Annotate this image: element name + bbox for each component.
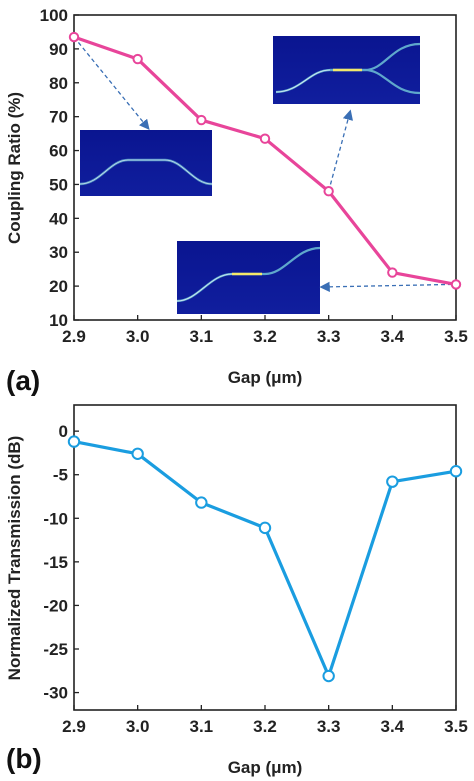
panel-b: 2.9 3.0 3.1 3.2 3.3 3.4 3.50-5-10-15-20-25-30 …: [5, 404, 468, 777]
data-point: [387, 267, 398, 278]
ticks-b: 2.9 3.0 3.1 3.2 3.3 3.4 3.5 0 -5 -10 -15 -20 -25 -30: [43, 422, 467, 736]
data-point: [386, 475, 399, 488]
y-tick-label: 80: [49, 74, 68, 93]
x-tick-label: 3.0: [126, 327, 150, 346]
data-point: [67, 435, 81, 448]
y-tick-label: 50: [49, 175, 68, 194]
x-tick-label: 3.5: [444, 327, 468, 346]
x-tick-label: 2.9: [62, 717, 86, 736]
data-point: [258, 521, 272, 535]
y-tick-label: -30: [43, 684, 68, 703]
x-tick-label: 3.4: [381, 327, 405, 346]
y-tick-label: 90: [49, 40, 68, 59]
inset-pointer-arrow: [319, 281, 453, 293]
series-line: [73, 440, 457, 678]
ticks-a: 2.9 3.0 3.1 3.2 3.3 3.4 3.5 10 20 30 40 50 60 70 80 90 1…: [40, 6, 468, 346]
y-tick-label: -15: [43, 553, 68, 572]
y-tick-label: 70: [49, 108, 68, 127]
x-tick-label: 3.5: [444, 717, 468, 736]
y-tick-label: 60: [49, 142, 68, 161]
x-tick-label: 3.1: [190, 327, 214, 346]
inset-arrows-a: [73, 36, 453, 293]
x-tick-label: 3.2: [253, 717, 277, 736]
panel-label-a: (a): [6, 365, 40, 396]
y-tick-label: -25: [43, 640, 68, 659]
x-tick-label: 3.2: [253, 327, 277, 346]
inset-pointer-arrow: [73, 36, 150, 131]
x-axis-label-a: Gap (μm): [228, 368, 303, 387]
data-point: [132, 53, 143, 65]
y-tick-label: 40: [49, 209, 68, 228]
x-axis-label-b: Gap (μm): [228, 758, 303, 777]
data-point: [450, 279, 462, 290]
y-tick-label: -10: [43, 509, 68, 528]
data-point: [322, 669, 335, 683]
x-tick-label: 3.3: [317, 327, 341, 346]
x-tick-label: 3.3: [317, 717, 341, 736]
series-normalized-transmission: [67, 435, 463, 683]
data-point: [259, 133, 271, 144]
panel-a: 2.9 3.0 3.1 3.2 3.3 3.4 3.5 10 20 30 40 50 60 70 80 90 1…: [5, 6, 468, 396]
inset-image-3: [176, 241, 321, 314]
panel-label-b: (b): [6, 743, 42, 774]
y-axis-label-a: Coupling Ratio (%): [5, 92, 24, 244]
data-point: [196, 114, 207, 126]
y-tick-label: -5: [53, 466, 68, 485]
data-point: [449, 465, 463, 478]
y-tick-label: -20: [43, 596, 68, 615]
series-coupling-ratio: [68, 31, 462, 290]
y-tick-label: 10: [49, 311, 68, 330]
y-tick-label: 0: [59, 422, 68, 441]
x-tick-label: 3.1: [190, 717, 214, 736]
data-point: [131, 447, 144, 460]
x-tick-label: 3.4: [381, 717, 405, 736]
y-axis-label-b: Normalized Transmission (dB): [5, 436, 24, 681]
y-tick-label: 30: [49, 243, 68, 262]
x-tick-label: 3.0: [126, 717, 150, 736]
data-point: [68, 31, 80, 43]
inset-pointer-arrow: [328, 109, 353, 192]
inset-image-2: [273, 36, 421, 104]
y-tick-label: 100: [40, 6, 68, 25]
y-tick-label: 20: [49, 277, 68, 296]
inset-image-1: [79, 130, 213, 196]
x-tick-label: 2.9: [62, 327, 86, 346]
data-point: [323, 186, 334, 197]
data-point: [195, 496, 208, 509]
plot-frame-b: [73, 404, 457, 711]
